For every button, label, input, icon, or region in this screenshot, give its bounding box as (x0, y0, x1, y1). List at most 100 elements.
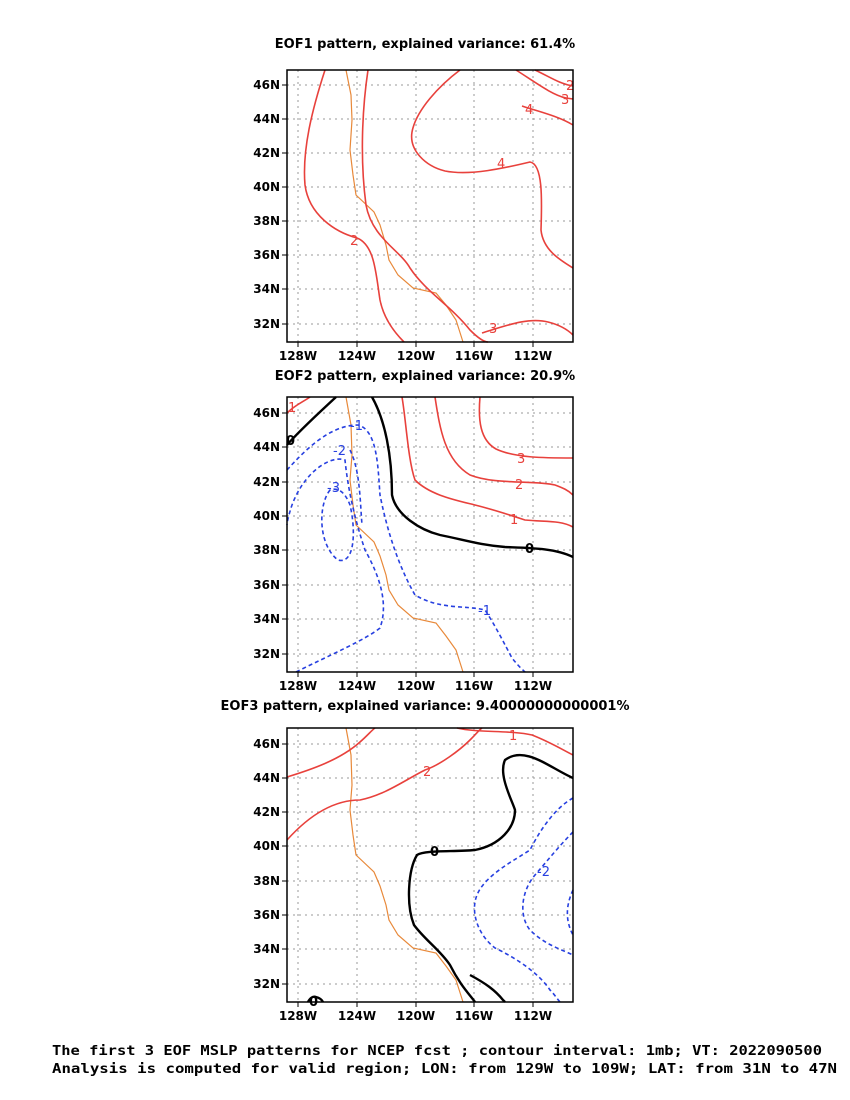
eof3-contour-0 (407, 753, 574, 1003)
eof3-xtick-120w: 120W (397, 1009, 435, 1023)
eof3-ytick-38n: 38N (253, 874, 280, 888)
eof2-contour-0-main (370, 396, 574, 559)
eof1-label-2-ne: 2 (566, 79, 574, 94)
eof2-ytick-44n: 44N (253, 440, 280, 454)
eof2-panel: EOF2 pattern, explained variance: 20.9% … (253, 369, 575, 693)
eof3-ytick-32n: 32N (253, 977, 280, 991)
eof1-xtick-112w: 112W (514, 349, 552, 363)
eof1-label-2-west: 2 (350, 234, 358, 249)
eof2-x-axis: 128W 124W 120W 116W 112W (279, 672, 552, 693)
eof1-xtick-120w: 120W (397, 349, 435, 363)
eof2-ytick-34n: 34N (253, 612, 280, 626)
eof3-frame (286, 727, 574, 1003)
eof1-contour-2-east (361, 69, 489, 343)
eof3-ytick-36n: 36N (253, 908, 280, 922)
eof1-ytick-46n: 46N (253, 78, 280, 92)
eof1-contour-2-west (303, 69, 405, 343)
eof3-coastline (345, 727, 464, 1003)
eof3-contour-m2-inner (566, 889, 574, 936)
eof2-contour-0-west (286, 396, 337, 446)
eof2-contour-m2 (349, 449, 363, 526)
eof2-contour-m1 (286, 424, 526, 673)
eof2-contour-labels: 3 2 1 1 0 0 -1 -1 -2 -3 (286, 401, 534, 619)
eof2-xtick-128w: 128W (279, 679, 317, 693)
eof3-title: EOF3 pattern, explained variance: 9.4000… (221, 699, 630, 714)
eof1-ytick-32n: 32N (253, 317, 280, 331)
eof2-xtick-112w: 112W (514, 679, 552, 693)
eof2-ytick-42n: 42N (253, 475, 280, 489)
eof1-contour-3-south (481, 319, 574, 336)
eof1-ytick-34n: 34N (253, 282, 280, 296)
eof1-title: EOF1 pattern, explained variance: 61.4% (275, 37, 575, 52)
eof3-contour-labels: 1 2 0 0 -2 (309, 729, 550, 1010)
eof2-contour-m1-sw (286, 458, 385, 673)
eof2-xtick-116w: 116W (455, 679, 493, 693)
eof1-coastline (345, 69, 464, 343)
eof2-label-m1-north: -1 (350, 419, 363, 434)
eof3-ytick-44n: 44N (253, 771, 280, 785)
eof3-contour-0-se (469, 973, 506, 1003)
eof3-contour-2 (286, 727, 483, 841)
eof2-xtick-124w: 124W (338, 679, 376, 693)
eof3-ytick-46n: 46N (253, 737, 280, 751)
eof2-label-m2: -2 (333, 444, 346, 459)
eof2-ytick-40n: 40N (253, 509, 280, 523)
eof2-ytick-46n: 46N (253, 406, 280, 420)
eof2-label-0-east: 0 (525, 542, 534, 557)
eof2-contour-1-nw (286, 396, 311, 414)
eof2-contours (286, 396, 574, 673)
eof2-label-m1-south: -1 (478, 604, 491, 619)
eof1-ytick-44n: 44N (253, 112, 280, 126)
eof3-x-axis: 128W 124W 120W 116W 112W (279, 1002, 552, 1023)
eof3-label-2: 2 (423, 765, 431, 780)
eof1-ytick-36n: 36N (253, 248, 280, 262)
eof3-ytick-34n: 34N (253, 942, 280, 956)
caption-line-2: Analysis is computed for valid region; L… (52, 1062, 837, 1077)
eof3-ytick-42n: 42N (253, 805, 280, 819)
eof1-ytick-40n: 40N (253, 180, 280, 194)
eof1-y-axis: 46N 44N 42N 40N 38N 36N 34N 32N (253, 78, 287, 331)
eof3-label-m2: -2 (537, 865, 550, 880)
eof3-label-1: 1 (509, 729, 517, 744)
eof2-contour-m3 (321, 488, 355, 562)
eof3-xtick-128w: 128W (279, 1009, 317, 1023)
eof2-ytick-32n: 32N (253, 647, 280, 661)
eof2-contour-2 (434, 396, 574, 496)
eof1-contour-4-main (410, 69, 574, 269)
eof2-label-m3: -3 (327, 481, 340, 496)
eof1-contour-labels: 2 3 4 4 3 2 (350, 79, 574, 337)
eof2-coastline (345, 396, 464, 673)
eof1-ytick-38n: 38N (253, 214, 280, 228)
eof1-contour-2-ne (534, 69, 574, 87)
eof3-contour-1 (286, 727, 574, 778)
eof2-y-axis: 46N 44N 42N 40N 38N 36N 34N 32N (253, 406, 287, 661)
eof3-xtick-112w: 112W (514, 1009, 552, 1023)
eof1-frame (286, 69, 574, 343)
eof3-contour-0-sw (306, 995, 325, 1003)
eof3-contour-m1 (473, 797, 574, 1003)
eof3-ytick-40n: 40N (253, 839, 280, 853)
eof3-contour-m2 (522, 831, 574, 956)
eof3-contours (286, 727, 574, 1003)
eof1-label-3-south: 3 (489, 322, 497, 337)
eof1-label-4-ne: 4 (525, 103, 533, 118)
eof3-label-0: 0 (430, 845, 439, 860)
eof3-panel: EOF3 pattern, explained variance: 9.4000… (221, 699, 630, 1023)
eof2-frame (286, 396, 574, 673)
eof1-panel: EOF1 pattern, explained variance: 61.4% … (253, 37, 575, 363)
eof1-xtick-116w: 116W (455, 349, 493, 363)
eof1-xtick-128w: 128W (279, 349, 317, 363)
eof1-label-3-ne: 3 (561, 93, 569, 108)
eof2-grid (287, 397, 573, 672)
figure-caption: The first 3 EOF MSLP patterns for NCEP f… (52, 1044, 837, 1077)
caption-line-1: The first 3 EOF MSLP patterns for NCEP f… (52, 1044, 822, 1059)
eof1-contour-3-ne (515, 69, 574, 100)
eof2-label-3: 3 (517, 452, 525, 467)
eof2-label-0-west: 0 (286, 434, 295, 449)
eof1-contours (303, 69, 574, 343)
eof2-ytick-38n: 38N (253, 543, 280, 557)
eof1-xtick-124w: 124W (338, 349, 376, 363)
eof2-xtick-120w: 120W (397, 679, 435, 693)
eof2-label-1: 1 (510, 513, 518, 528)
